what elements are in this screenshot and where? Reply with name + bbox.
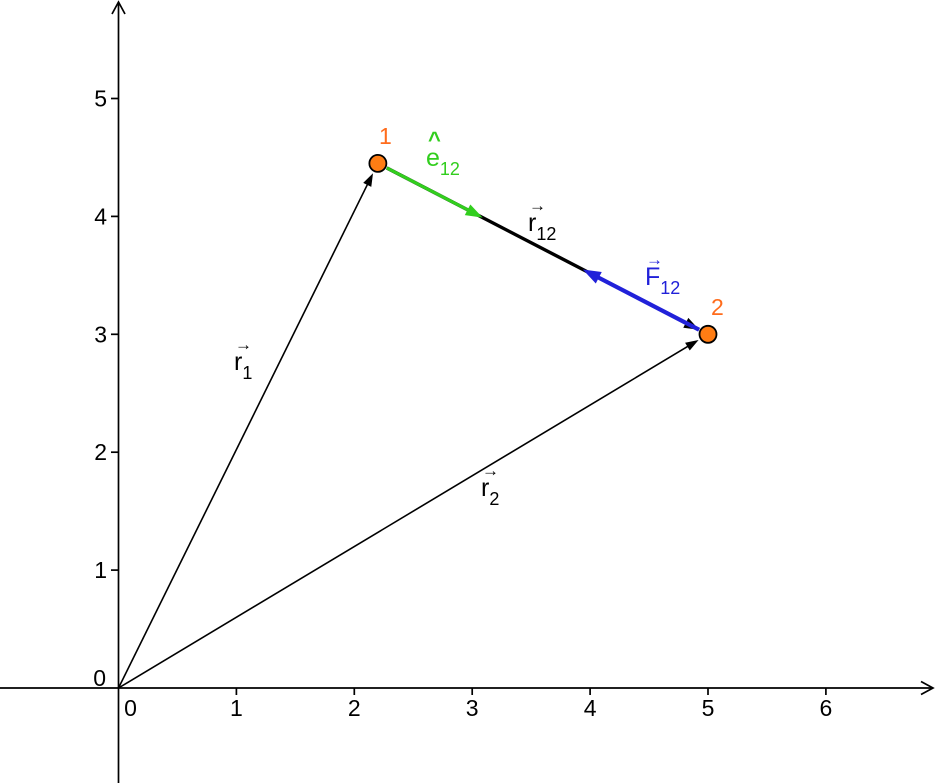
e12-label-text: e 12 [426,144,460,179]
x-tick-label: 0 [124,695,137,721]
x-tick-label: 4 [584,695,597,721]
hat-accent: ^ [428,127,441,152]
point-2[interactable] [698,324,718,344]
F12-label-text: F 12 [645,263,681,298]
x-tick-label: 3 [466,695,479,721]
e12-unit-vector-label: ^ e 12 [426,127,460,179]
vector-arrow-accent: → [646,250,663,269]
vector-arrow-accent: → [529,196,546,215]
y-tick-label: 2 [94,439,107,465]
point-1-label: 1 [379,123,392,149]
x-tick-label: 5 [702,695,715,721]
vector-arrow-accent: → [482,461,499,480]
r2-vector [118,344,690,689]
r1-vector [117,182,369,689]
F12-force-label: → F 12 [645,250,681,298]
vector-arrow-accent: → [235,335,252,354]
F12-vector-arrowhead-icon [582,269,602,284]
r1-vector-arrowhead-icon [363,173,374,187]
r12-label-text: r 12 [528,209,557,244]
y-tick-label: 0 [93,665,106,691]
x-tick-label: 2 [348,695,361,721]
e12-vector-arrowhead-icon [464,204,483,218]
x-tick-label: 6 [820,695,833,721]
x-tick-label: 1 [230,695,243,721]
point-2-label: 2 [711,294,724,320]
point-1[interactable] [368,153,388,173]
y-tick-label: 3 [94,321,107,347]
y-tick-label: 4 [94,203,107,229]
F12-vector [596,274,701,332]
y-tick-label: 5 [94,86,107,112]
y-tick-label: 1 [94,557,107,583]
y-axis-arrowhead-icon [111,0,126,15]
r2-vector-arrowhead-icon [685,339,699,351]
e12-vector [386,166,471,213]
r12-label: → r 12 [528,196,557,244]
x-axis-arrowhead-icon [920,680,935,696]
